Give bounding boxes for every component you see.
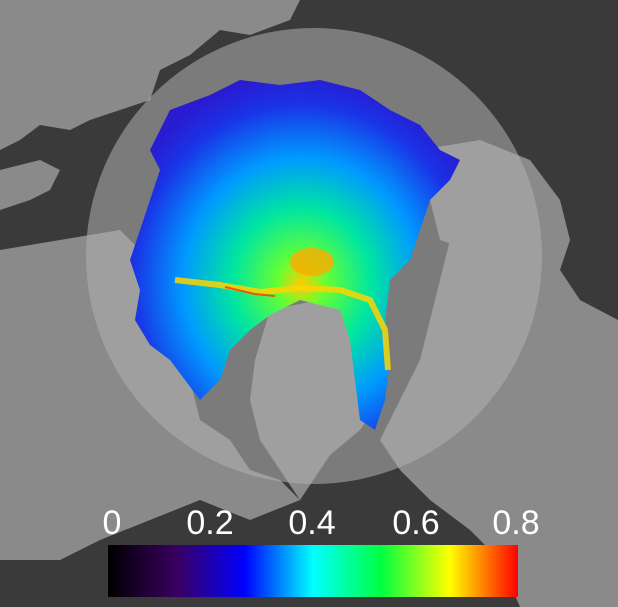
colorbar-tick-1: 0.2: [186, 504, 234, 542]
colorbar-tick-3: 0.6: [392, 504, 440, 542]
alaska-land: [0, 160, 60, 210]
siberia-land: [0, 0, 300, 150]
colorbar-tick-2: 0.4: [288, 504, 336, 542]
sea-ice-edge-red: [224, 286, 276, 297]
colorbar: [108, 545, 518, 597]
colorbar-tick-4: 0.8: [492, 504, 540, 542]
colorbar-tick-0: 0: [102, 504, 122, 542]
sea-ice-core: [290, 248, 334, 276]
sea-ice-edge-band: [174, 277, 391, 371]
